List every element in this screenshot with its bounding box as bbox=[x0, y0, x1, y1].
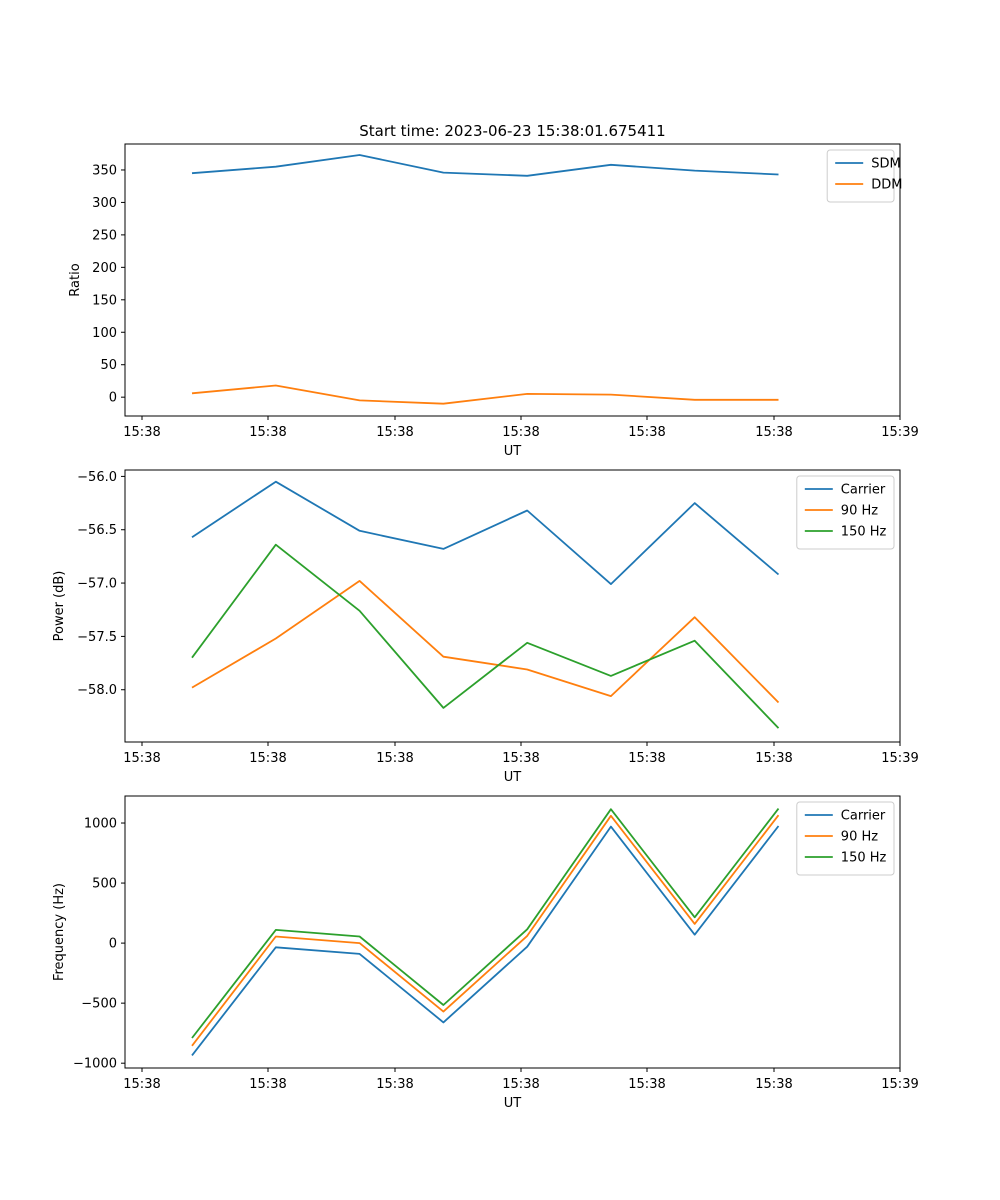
x-tick-label: 15:38 bbox=[376, 1077, 413, 1092]
x-axis-label: UT bbox=[504, 770, 522, 785]
y-tick-label: 350 bbox=[92, 163, 117, 178]
x-tick-label: 15:38 bbox=[376, 751, 413, 766]
y-tick-label: 500 bbox=[92, 877, 117, 892]
y-tick-label: 100 bbox=[92, 326, 117, 341]
x-tick-label: 15:38 bbox=[628, 1077, 665, 1092]
x-tick-label: 15:38 bbox=[249, 425, 286, 440]
legend-label: DDM bbox=[871, 178, 902, 193]
plot-frame bbox=[124, 143, 901, 417]
series-line-carrier bbox=[191, 480, 780, 585]
legend-label: Carrier bbox=[841, 483, 886, 498]
x-tick-label: 15:38 bbox=[502, 425, 539, 440]
series-line-150-hz bbox=[191, 543, 780, 729]
series-line-90-hz bbox=[191, 814, 780, 1047]
legend-label: 150 Hz bbox=[841, 525, 887, 540]
legend-label: Carrier bbox=[841, 809, 886, 824]
chart-panel-1: Start time: 2023-06-23 15:38:01.675411 15… bbox=[68, 122, 919, 459]
chart-panel-3: 15:38 15:38 15:38 15:38 15:38 15:38 15:39 −1000… bbox=[52, 795, 919, 1111]
x-tick-label: 15:39 bbox=[881, 425, 918, 440]
y-axis-label: Power (dB) bbox=[52, 571, 67, 642]
legend-label: 150 Hz bbox=[841, 851, 887, 866]
legend-label: SDM bbox=[871, 157, 900, 172]
y-tick-label: 0 bbox=[109, 937, 117, 952]
x-axis-label: UT bbox=[504, 444, 522, 459]
y-tick-label: −56.0 bbox=[77, 470, 117, 485]
y-tick-label: −57.5 bbox=[77, 630, 117, 645]
y-axis-label: Frequency (Hz) bbox=[52, 883, 67, 981]
x-tick-label: 15:38 bbox=[249, 751, 286, 766]
series-line-ddm bbox=[191, 384, 779, 405]
y-tick-label: 1000 bbox=[84, 817, 117, 832]
x-tick-label: 15:38 bbox=[502, 751, 539, 766]
x-tick-label: 15:38 bbox=[376, 425, 413, 440]
series-line-90-hz bbox=[191, 580, 780, 704]
plot-frame bbox=[124, 469, 901, 743]
y-tick-label: 50 bbox=[100, 358, 117, 373]
x-tick-label: 15:38 bbox=[628, 425, 665, 440]
series-line-sdm bbox=[191, 154, 779, 177]
x-tick-label: 15:38 bbox=[755, 751, 792, 766]
x-tick-label: 15:38 bbox=[123, 425, 160, 440]
chart-panel-2: 15:38 15:38 15:38 15:38 15:38 15:38 15:39 −58.0… bbox=[52, 469, 919, 785]
x-tick-label: 15:38 bbox=[755, 1077, 792, 1092]
y-tick-label: 150 bbox=[92, 293, 117, 308]
x-tick-label: 15:38 bbox=[502, 1077, 539, 1092]
x-tick-label: 15:38 bbox=[755, 425, 792, 440]
x-tick-label: 15:38 bbox=[123, 1077, 160, 1092]
legend-label: 90 Hz bbox=[841, 830, 878, 845]
y-tick-label: 250 bbox=[92, 228, 117, 243]
x-tick-label: 15:39 bbox=[881, 1077, 918, 1092]
y-tick-label: −56.5 bbox=[77, 523, 117, 538]
series-line-carrier bbox=[191, 825, 780, 1056]
chart-title: Start time: 2023-06-23 15:38:01.675411 bbox=[359, 122, 665, 140]
y-tick-label: −57.0 bbox=[77, 577, 117, 592]
y-tick-label: −1000 bbox=[73, 1057, 117, 1072]
legend-label: 90 Hz bbox=[841, 504, 878, 519]
x-tick-label: 15:38 bbox=[628, 751, 665, 766]
plot-frame bbox=[124, 795, 901, 1069]
y-tick-label: −500 bbox=[81, 997, 117, 1012]
y-tick-label: 0 bbox=[109, 391, 117, 406]
y-tick-label: −58.0 bbox=[77, 683, 117, 698]
x-tick-label: 15:38 bbox=[123, 751, 160, 766]
series-line-150-hz bbox=[191, 808, 780, 1039]
x-tick-label: 15:39 bbox=[881, 751, 918, 766]
x-tick-label: 15:38 bbox=[249, 1077, 286, 1092]
y-tick-label: 300 bbox=[92, 196, 117, 211]
y-tick-label: 200 bbox=[92, 261, 117, 276]
x-axis-label: UT bbox=[504, 1096, 522, 1111]
y-axis-label: Ratio bbox=[68, 263, 83, 296]
